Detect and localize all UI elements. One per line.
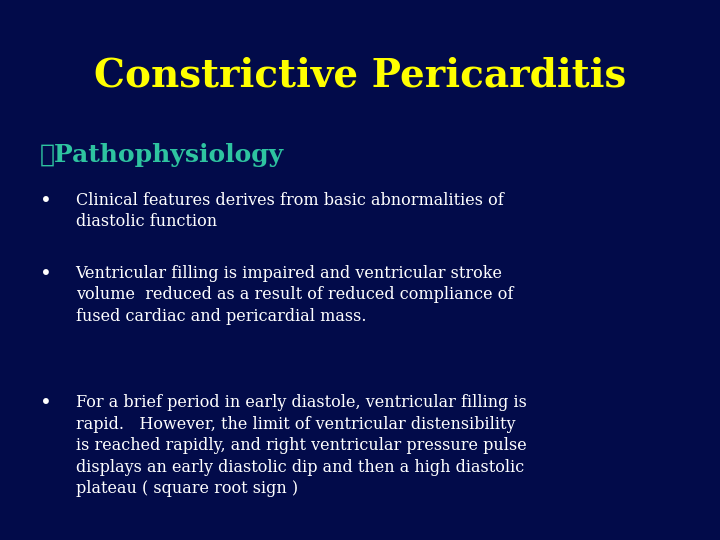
Text: Constrictive Pericarditis: Constrictive Pericarditis [94, 57, 626, 94]
Text: Clinical features derives from basic abnormalities of
diastolic function: Clinical features derives from basic abn… [76, 192, 503, 230]
Text: For a brief period in early diastole, ventricular filling is
rapid.   However, t: For a brief period in early diastole, ve… [76, 394, 526, 497]
Text: •: • [40, 192, 51, 211]
Text: •: • [40, 394, 51, 413]
Text: ➤Pathophysiology: ➤Pathophysiology [40, 143, 284, 167]
Text: Ventricular filling is impaired and ventricular stroke
volume  reduced as a resu: Ventricular filling is impaired and vent… [76, 265, 513, 325]
Text: •: • [40, 265, 51, 284]
